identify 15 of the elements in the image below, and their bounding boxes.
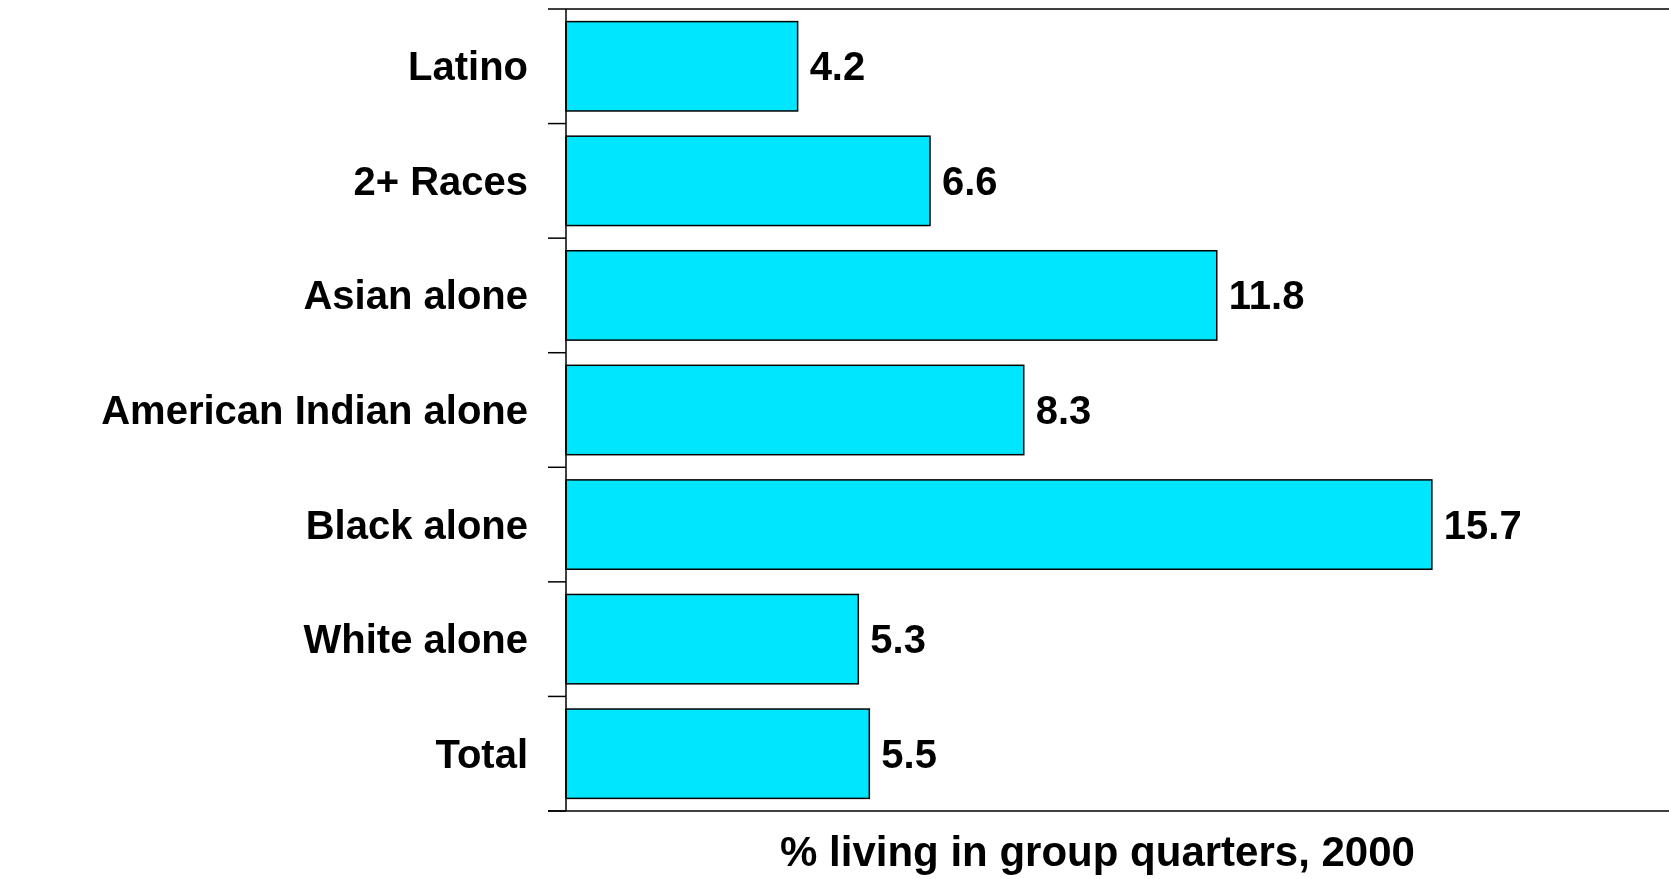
y-tick-label: Black alone xyxy=(305,502,528,547)
y-tick-label: Asian alone xyxy=(303,273,528,318)
y-tick-label: White alone xyxy=(303,617,528,662)
y-tick-label: Latino xyxy=(408,44,528,89)
data-label: 11.8 xyxy=(1228,273,1305,318)
y-tick-label: Total xyxy=(435,731,528,776)
data-label: 5.3 xyxy=(870,617,926,662)
data-label: 5.5 xyxy=(881,731,937,776)
y-tick-label: 2+ Races xyxy=(353,158,528,203)
x-axis-title: % living in group quarters, 2000 xyxy=(780,828,1415,875)
data-label: 4.2 xyxy=(809,44,866,89)
data-label: 6.6 xyxy=(941,158,998,203)
data-label: 8.3 xyxy=(1035,388,1092,432)
data-label: 15.7 xyxy=(1443,502,1522,547)
y-tick-label: American Indian alone xyxy=(101,388,528,432)
